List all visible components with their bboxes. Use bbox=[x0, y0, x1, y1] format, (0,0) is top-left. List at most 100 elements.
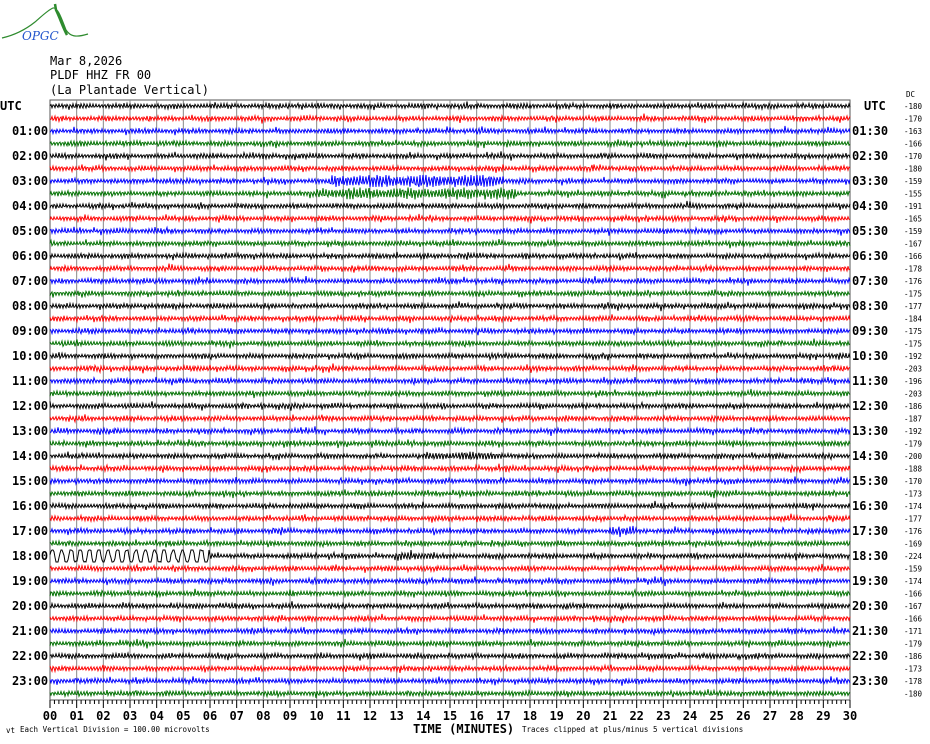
trace-row-46 bbox=[49, 676, 851, 686]
dc-offset-value: -192 bbox=[904, 427, 922, 436]
left-time-label: 08:00 bbox=[12, 299, 48, 313]
dc-offset-value: -184 bbox=[904, 315, 923, 324]
svg-text:OPGC: OPGC bbox=[22, 29, 59, 43]
x-tick-label: 22 bbox=[629, 709, 643, 723]
right-time-label: 23:30 bbox=[852, 674, 888, 688]
dc-offset-value: -175 bbox=[904, 340, 922, 349]
x-tick-label: 29 bbox=[816, 709, 830, 723]
trace-row-1 bbox=[49, 113, 851, 124]
dc-offset-value: -159 bbox=[904, 227, 922, 236]
left-time-label: 20:00 bbox=[12, 599, 48, 613]
x-tick-label: 03 bbox=[123, 709, 137, 723]
trace-row-22 bbox=[49, 375, 851, 387]
trace-row-19 bbox=[49, 338, 851, 349]
dc-offset-value: -188 bbox=[904, 465, 923, 474]
trace-row-3 bbox=[49, 138, 851, 149]
dc-offset-value: -191 bbox=[904, 202, 922, 211]
dc-offset-value: -176 bbox=[904, 277, 923, 286]
dc-offset-value: -171 bbox=[904, 627, 922, 636]
trace-row-32 bbox=[49, 500, 851, 511]
dc-offset-value: -224 bbox=[904, 552, 923, 561]
x-tick-label: 28 bbox=[789, 709, 803, 723]
trace-row-33 bbox=[49, 513, 851, 524]
trace-row-18 bbox=[49, 326, 851, 336]
dc-offset-value: -166 bbox=[904, 140, 923, 149]
left-time-label: 22:00 bbox=[12, 649, 48, 663]
dc-offset-value: -180 bbox=[904, 165, 923, 174]
left-time-label: 11:00 bbox=[12, 374, 48, 388]
dc-offset-value: -166 bbox=[904, 590, 923, 599]
trace-row-14 bbox=[49, 276, 851, 287]
dc-offset-value: -165 bbox=[904, 215, 922, 224]
x-tick-label: 09 bbox=[283, 709, 297, 723]
trace-row-6 bbox=[49, 174, 851, 188]
dc-offset-value: -192 bbox=[904, 352, 922, 361]
x-tick-label: 02 bbox=[96, 709, 110, 723]
trace-row-23 bbox=[49, 388, 851, 399]
trace-row-42 bbox=[49, 626, 850, 637]
right-time-label: 20:30 bbox=[852, 599, 888, 613]
right-time-label: 09:30 bbox=[852, 324, 888, 338]
dc-offset-value: -187 bbox=[904, 415, 922, 424]
dc-offset-value: -159 bbox=[904, 177, 922, 186]
dc-offset-value: -179 bbox=[904, 440, 922, 449]
dc-offset-value: -175 bbox=[904, 290, 922, 299]
dc-offset-value: -200 bbox=[904, 452, 923, 461]
dc-offset-value: -180 bbox=[904, 690, 923, 699]
left-time-label: 05:00 bbox=[12, 224, 48, 238]
trace-row-45 bbox=[49, 663, 851, 674]
trace-row-13 bbox=[49, 263, 851, 274]
left-time-label: 04:00 bbox=[12, 199, 48, 213]
dc-offset-value: -177 bbox=[904, 302, 922, 311]
x-tick-label: 18 bbox=[523, 709, 537, 723]
x-tick-label: 17 bbox=[496, 709, 510, 723]
dc-offset-value: -176 bbox=[904, 527, 923, 536]
right-time-label: 22:30 bbox=[852, 649, 888, 663]
dc-offset-value: -178 bbox=[904, 265, 923, 274]
dc-offset-value: -163 bbox=[904, 127, 922, 136]
dc-offset-value: -170 bbox=[904, 115, 923, 124]
x-tick-label: 06 bbox=[203, 709, 217, 723]
trace-row-34 bbox=[49, 525, 851, 538]
trace-row-41 bbox=[49, 613, 851, 624]
dc-offset-value: -178 bbox=[904, 677, 923, 686]
x-axis-title: TIME (MINUTES) bbox=[413, 722, 514, 736]
left-time-label: 13:00 bbox=[12, 424, 48, 438]
x-tick-label: 12 bbox=[363, 709, 377, 723]
clip-note: Traces clipped at plus/minus 5 vertical … bbox=[522, 725, 743, 734]
right-time-label: 19:30 bbox=[852, 574, 888, 588]
trace-row-29 bbox=[49, 463, 851, 474]
x-tick-label: 21 bbox=[603, 709, 617, 723]
right-time-label: 07:30 bbox=[852, 274, 888, 288]
trace-row-4 bbox=[49, 150, 851, 161]
right-time-label: 01:30 bbox=[852, 124, 888, 138]
left-time-label: 16:00 bbox=[12, 499, 48, 513]
x-tick-label: 27 bbox=[763, 709, 777, 723]
trace-row-37 bbox=[49, 563, 851, 574]
dc-offset-value: -170 bbox=[904, 152, 923, 161]
left-time-label: 03:00 bbox=[12, 174, 48, 188]
dc-offset-value: -203 bbox=[904, 365, 922, 374]
trace-row-16 bbox=[49, 301, 851, 312]
right-time-label: 13:30 bbox=[852, 424, 888, 438]
right-time-label: 17:30 bbox=[852, 524, 888, 538]
dc-offset-value: -159 bbox=[904, 565, 922, 574]
right-time-label: 16:30 bbox=[852, 499, 888, 513]
dc-offset-value: -175 bbox=[904, 327, 922, 336]
trace-row-25 bbox=[49, 413, 851, 424]
right-time-label: 14:30 bbox=[852, 449, 888, 463]
left-time-label: 15:00 bbox=[12, 474, 48, 488]
x-tick-label: 14 bbox=[416, 709, 430, 723]
dc-offset-value: -180 bbox=[904, 102, 923, 111]
trace-row-35 bbox=[49, 538, 851, 549]
trace-row-11 bbox=[49, 238, 851, 249]
x-tick-label: 01 bbox=[69, 709, 83, 723]
trace-row-39 bbox=[49, 588, 851, 599]
right-time-label: 15:30 bbox=[852, 474, 888, 488]
dc-offset-value: -186 bbox=[904, 402, 923, 411]
dc-offset-value: -155 bbox=[904, 190, 922, 199]
left-time-label: 12:00 bbox=[12, 399, 48, 413]
left-time-label: 18:00 bbox=[12, 549, 48, 563]
trace-row-38 bbox=[49, 576, 851, 587]
x-tick-label: 23 bbox=[656, 709, 670, 723]
